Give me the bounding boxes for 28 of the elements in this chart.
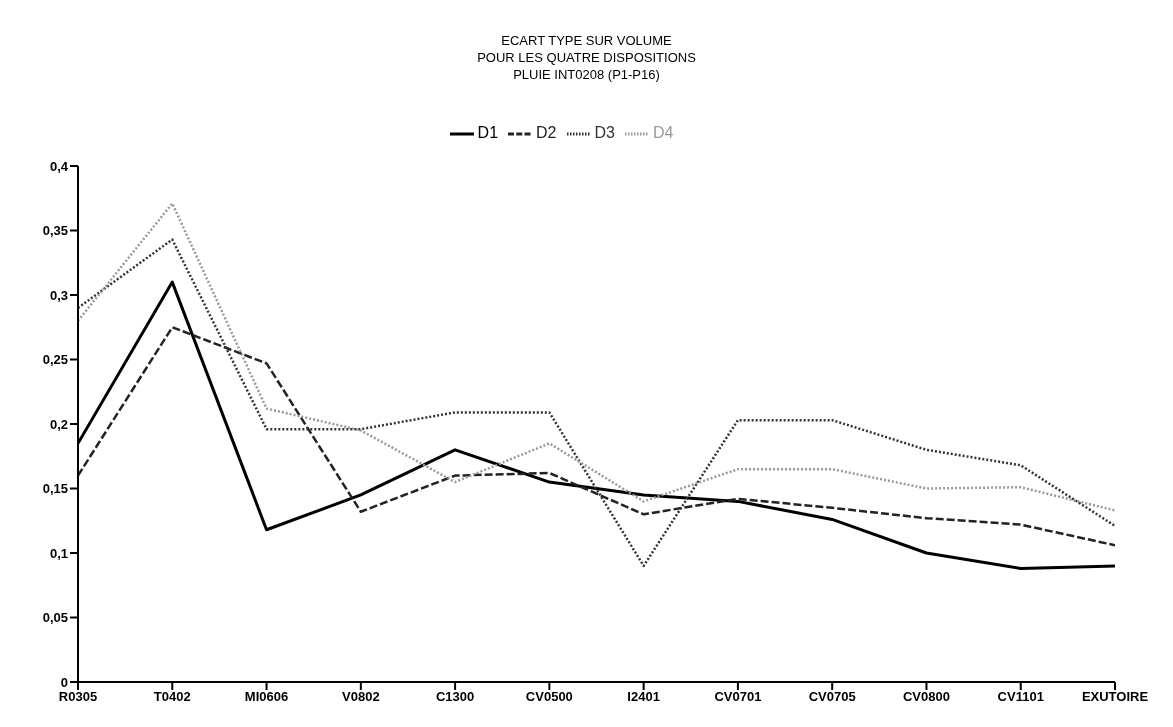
line-series (78, 202, 1115, 512)
x-tick-label: CV0701 (714, 689, 762, 705)
y-tick-label: 0,3 (49, 287, 68, 303)
y-tick-label: 0,05 (42, 610, 68, 626)
line-series (78, 326, 1115, 547)
x-tick-label: CV0500 (525, 689, 573, 705)
y-tick-label: 0,1 (49, 545, 68, 561)
y-tick-label: 0,4 (49, 158, 69, 174)
legend-label: D4 (652, 124, 674, 142)
x-tick-label: CV1101 (997, 689, 1044, 705)
y-tick-label: 0,35 (42, 223, 68, 239)
x-tick-label: C1300 (435, 689, 475, 705)
legend-label: D1 (477, 124, 499, 142)
legend-label: D2 (536, 124, 557, 142)
x-tick-label: R0305 (58, 689, 98, 705)
chart-title: ECART TYPE SUR VOLUME POUR LES QUATRE DISPOSITIONS PLUIE INT0208 (P1-P16) (476, 32, 697, 83)
x-tick-label: CV0705 (808, 689, 856, 705)
x-tick-label: MI0606 (244, 689, 289, 705)
x-tick-label: CV0800 (902, 689, 950, 705)
x-tick-label: T0402 (153, 689, 191, 705)
y-tick-label: 0 (60, 674, 68, 690)
y-tick-label: 0,25 (42, 352, 68, 368)
x-tick-label: EXUTOIRE (1081, 689, 1149, 705)
legend-label: D3 (594, 124, 615, 142)
y-tick-label: 0,15 (42, 481, 68, 497)
x-tick-label: I2401 (627, 689, 660, 705)
x-tick-label: V0802 (342, 689, 380, 705)
y-tick-label: 0,2 (49, 416, 68, 432)
